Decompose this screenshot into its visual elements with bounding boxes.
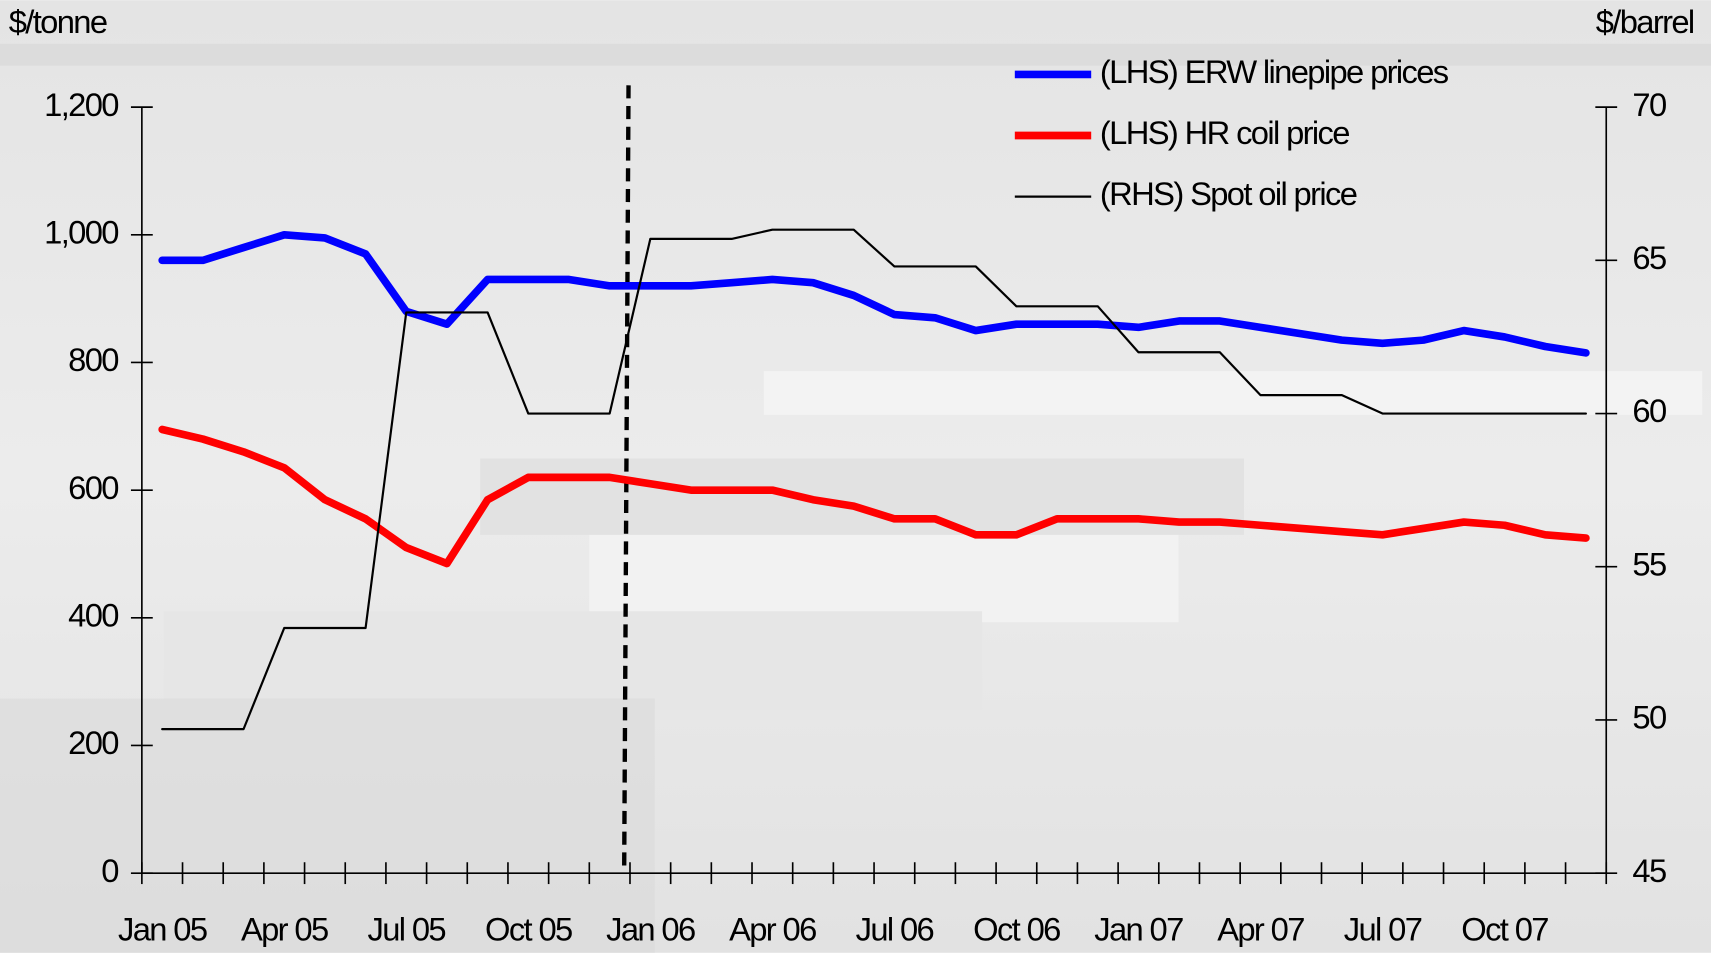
- x-tick-label: Apr 07: [1217, 911, 1304, 948]
- legend-label: (LHS) ERW linepipe prices: [1100, 53, 1449, 90]
- x-tick-label: Oct 06: [973, 911, 1060, 948]
- legend-label: (LHS) HR coil price: [1100, 114, 1349, 151]
- y-tick-label: 400: [68, 596, 118, 633]
- y-axis-title: $/tonne: [9, 3, 107, 40]
- y2-tick-label: 70: [1632, 86, 1666, 123]
- y-tick-label: 200: [68, 724, 118, 761]
- y2-axis-title: $/barrel: [1596, 3, 1694, 40]
- legend-label: (RHS) Spot oil price: [1100, 175, 1357, 212]
- y2-tick-label: 55: [1632, 545, 1666, 582]
- background-photo: [0, 0, 1711, 953]
- y-tick-label: 600: [68, 469, 118, 506]
- y2-tick-label: 65: [1632, 239, 1666, 276]
- x-tick-label: Jul 06: [856, 911, 934, 948]
- x-tick-label: Jan 05: [118, 911, 207, 948]
- chart: $/tonne $/barrel 0 200 400 600 800 1,000 1,200…: [0, 0, 1711, 953]
- x-tick-label: Oct 07: [1461, 911, 1548, 948]
- y-tick-label: 800: [68, 341, 118, 378]
- y2-tick-label: 50: [1632, 699, 1666, 736]
- x-tick-label: Oct 05: [485, 911, 572, 948]
- x-tick-label: Jan 07: [1094, 911, 1183, 948]
- x-tick-label: Jul 07: [1344, 911, 1422, 948]
- y-tick-label: 1,200: [44, 86, 118, 123]
- y-tick-label: 0: [101, 852, 118, 889]
- x-tick-label: Jan 06: [606, 911, 695, 948]
- y-tick-label: 1,000: [44, 213, 118, 250]
- x-tick-label: Jul 05: [368, 911, 446, 948]
- y2-tick-label: 45: [1632, 852, 1666, 889]
- y2-tick-label: 60: [1632, 392, 1666, 429]
- x-tick-label: Apr 05: [241, 911, 328, 948]
- x-tick-label: Apr 06: [729, 911, 816, 948]
